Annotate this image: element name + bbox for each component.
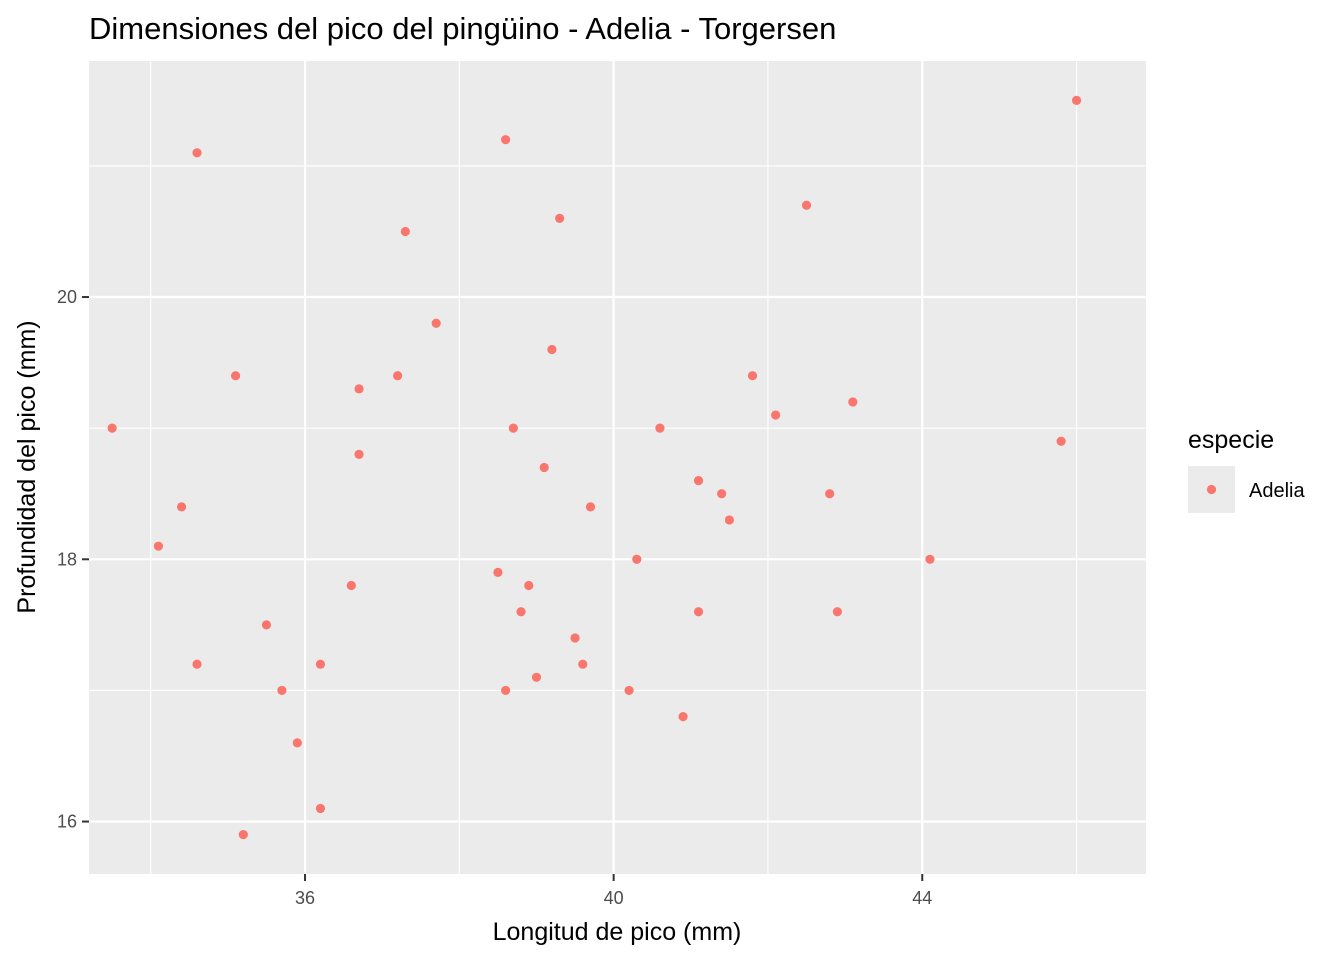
data-point xyxy=(632,554,642,564)
y-axis-ticks: 16 18 20 xyxy=(57,287,89,832)
data-point xyxy=(531,672,542,682)
data-point xyxy=(832,607,842,617)
data-point xyxy=(354,449,364,459)
y-tick-label: 16 xyxy=(57,812,77,832)
data-point xyxy=(393,371,403,381)
y-tick-label: 18 xyxy=(57,549,77,569)
data-point xyxy=(192,659,202,669)
chart-title: Dimensiones del pico del pingüino - Adel… xyxy=(89,11,836,46)
data-point xyxy=(717,489,727,499)
data-point xyxy=(277,685,287,696)
data-point xyxy=(747,371,758,381)
data-point xyxy=(539,462,549,473)
data-point xyxy=(585,502,596,512)
data-point xyxy=(153,541,164,551)
data-point xyxy=(848,397,858,407)
data-point xyxy=(315,659,326,669)
data-point xyxy=(315,803,326,814)
data-point xyxy=(925,554,935,564)
minor-gridlines xyxy=(89,61,1146,874)
legend-marker xyxy=(1206,484,1217,495)
data-point xyxy=(192,148,202,158)
data-point xyxy=(346,580,356,591)
data-point xyxy=(501,685,511,696)
data-point xyxy=(624,685,634,696)
data-point xyxy=(693,476,704,486)
x-tick-label: 44 xyxy=(912,888,932,908)
x-axis-title: Longitud de pico (mm) xyxy=(493,918,742,946)
data-point xyxy=(724,515,734,525)
x-axis-ticks: 36 40 44 xyxy=(295,874,932,908)
data-point xyxy=(431,318,441,328)
data-point xyxy=(508,423,518,433)
data-point xyxy=(547,344,557,355)
data-point xyxy=(578,659,588,669)
data-point xyxy=(771,410,781,420)
major-gridlines xyxy=(89,61,1146,874)
data-point xyxy=(501,135,511,145)
data-point xyxy=(570,633,580,643)
data-point xyxy=(678,712,688,722)
data-points xyxy=(107,95,1082,840)
data-point xyxy=(230,371,241,381)
data-point xyxy=(238,830,248,840)
data-point xyxy=(555,213,565,223)
x-tick-label: 40 xyxy=(604,888,624,908)
data-point xyxy=(1071,95,1082,105)
x-tick-label: 36 xyxy=(295,888,315,908)
data-point xyxy=(801,200,812,210)
legend-title: especie xyxy=(1188,426,1274,454)
legend-label-adelia: Adelia xyxy=(1249,480,1305,502)
data-point xyxy=(493,567,503,578)
data-point xyxy=(107,423,117,433)
y-axis-title: Profundidad del pico (mm) xyxy=(13,320,41,613)
data-point xyxy=(354,384,364,394)
legend: especie Adelia xyxy=(1188,426,1305,513)
data-point xyxy=(693,607,704,617)
y-tick-label: 20 xyxy=(57,287,77,307)
data-point xyxy=(655,423,665,433)
data-point xyxy=(825,489,835,499)
data-point xyxy=(400,226,410,237)
data-point xyxy=(516,607,526,617)
data-point xyxy=(176,502,187,512)
data-point xyxy=(524,580,534,591)
data-point xyxy=(1056,436,1066,446)
plot-panel xyxy=(89,61,1146,874)
data-point xyxy=(261,620,272,630)
data-point xyxy=(292,738,302,748)
